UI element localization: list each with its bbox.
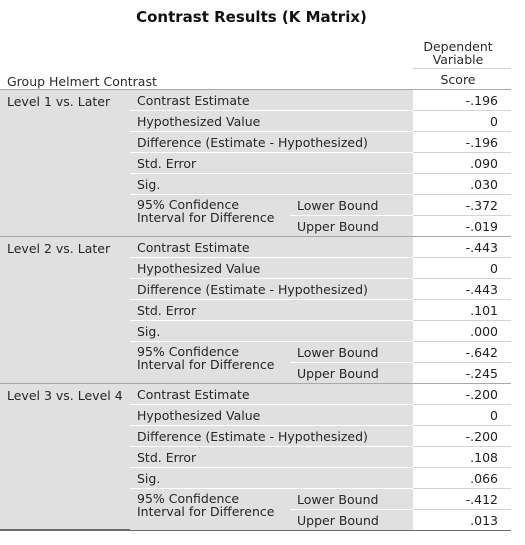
contrast-results-table: Level 1 vs. Later Contrast Estimate -.19…	[0, 90, 511, 531]
group-label: Level 2 vs. Later	[7, 241, 110, 256]
confidence-interval-label: 95% Confidence Interval for Difference	[137, 198, 274, 224]
stat-value: -.372	[413, 195, 511, 215]
sig-row: Sig. .000	[130, 321, 511, 342]
stat-value: .108	[413, 447, 511, 467]
contrast-group: Level 1 vs. Later Contrast Estimate -.19…	[0, 90, 511, 237]
std-error-row: Std. Error .108	[130, 447, 511, 468]
stat-label: Std. Error	[137, 450, 196, 465]
bound-label: Upper Bound	[297, 513, 379, 528]
std-error-row: Std. Error .090	[130, 153, 511, 174]
row-dimension-header: Group Helmert Contrast	[7, 74, 157, 89]
bound-label: Upper Bound	[297, 366, 379, 381]
bound-label: Upper Bound	[297, 219, 379, 234]
stat-value: -.200	[413, 384, 511, 404]
contrast-estimate-row: Contrast Estimate -.200	[130, 384, 511, 405]
lower-bound-row: Lower Bound -.642	[290, 342, 511, 363]
ci-label-line2: Interval for Difference	[137, 504, 274, 519]
difference-row: Difference (Estimate - Hypothesized) -.2…	[130, 426, 511, 447]
sig-row: Sig. .030	[130, 174, 511, 195]
stat-label: Sig.	[137, 471, 160, 486]
stat-value: .000	[413, 321, 511, 341]
confidence-interval-label-cell: 95% Confidence Interval for Difference	[130, 342, 290, 383]
stat-label: Difference (Estimate - Hypothesized)	[137, 429, 368, 444]
confidence-interval-label: 95% Confidence Interval for Difference	[137, 492, 274, 518]
upper-bound-row: Upper Bound -.019	[290, 216, 511, 237]
contrast-group: Level 2 vs. Later Contrast Estimate -.44…	[0, 237, 511, 384]
group-label: Level 1 vs. Later	[7, 94, 110, 109]
stat-label: Contrast Estimate	[137, 240, 250, 255]
confidence-interval-label-cell: 95% Confidence Interval for Difference	[130, 195, 290, 236]
difference-row: Difference (Estimate - Hypothesized) -.1…	[130, 132, 511, 153]
stat-value: -.443	[413, 237, 511, 257]
stat-value: -.245	[413, 363, 511, 383]
stat-value: -.200	[413, 426, 511, 446]
stat-label: Sig.	[137, 324, 160, 339]
stat-value: 0	[413, 111, 511, 131]
stat-label: Hypothesized Value	[137, 114, 260, 129]
stat-value: .066	[413, 468, 511, 488]
bound-label: Lower Bound	[297, 492, 378, 507]
stat-label: Hypothesized Value	[137, 261, 260, 276]
header-divider	[413, 68, 511, 69]
stat-value: .101	[413, 300, 511, 320]
confidence-interval-label-cell: 95% Confidence Interval for Difference	[130, 489, 290, 530]
stat-value: .013	[413, 510, 511, 530]
stat-label: Difference (Estimate - Hypothesized)	[137, 135, 368, 150]
ci-label-line2: Interval for Difference	[137, 210, 274, 225]
stat-label: Difference (Estimate - Hypothesized)	[137, 282, 368, 297]
stat-value: -.443	[413, 279, 511, 299]
stat-label: Sig.	[137, 177, 160, 192]
group-label-cell	[0, 384, 130, 529]
stat-value: .030	[413, 174, 511, 194]
stat-value: -.196	[413, 132, 511, 152]
hypothesized-value-row: Hypothesized Value 0	[130, 405, 511, 426]
std-error-row: Std. Error .101	[130, 300, 511, 321]
sig-row: Sig. .066	[130, 468, 511, 489]
stat-label: Std. Error	[137, 156, 196, 171]
lower-bound-row: Lower Bound -.412	[290, 489, 511, 510]
stat-label: Contrast Estimate	[137, 387, 250, 402]
score-header: Score	[413, 72, 503, 87]
contrast-estimate-row: Contrast Estimate -.196	[130, 90, 511, 111]
stat-value: -.196	[413, 90, 511, 110]
table-title: Contrast Results (K Matrix)	[0, 8, 503, 26]
stat-value: -.642	[413, 342, 511, 362]
stat-value: 0	[413, 258, 511, 278]
contrast-group: Level 3 vs. Level 4 Contrast Estimate -.…	[0, 384, 511, 531]
stat-value: .090	[413, 153, 511, 173]
confidence-interval-label: 95% Confidence Interval for Difference	[137, 345, 274, 371]
lower-bound-row: Lower Bound -.372	[290, 195, 511, 216]
stat-label: Std. Error	[137, 303, 196, 318]
ci-label-line2: Interval for Difference	[137, 357, 274, 372]
bound-label: Lower Bound	[297, 345, 378, 360]
contrast-estimate-row: Contrast Estimate -.443	[130, 237, 511, 258]
stat-label: Contrast Estimate	[137, 93, 250, 108]
dependent-variable-header: Dependent Variable	[413, 40, 503, 66]
stat-value: -.412	[413, 489, 511, 509]
group-label-cell	[0, 237, 130, 383]
stat-value: 0	[413, 405, 511, 425]
stat-value: -.019	[413, 216, 511, 236]
bound-label: Lower Bound	[297, 198, 378, 213]
hypothesized-value-row: Hypothesized Value 0	[130, 111, 511, 132]
upper-bound-row: Upper Bound .013	[290, 510, 511, 531]
group-label: Level 3 vs. Level 4	[7, 388, 123, 403]
group-label-cell	[0, 90, 130, 236]
upper-bound-row: Upper Bound -.245	[290, 363, 511, 384]
hypothesized-value-row: Hypothesized Value 0	[130, 258, 511, 279]
stat-label: Hypothesized Value	[137, 408, 260, 423]
difference-row: Difference (Estimate - Hypothesized) -.4…	[130, 279, 511, 300]
dependent-variable-label: Dependent Variable	[423, 39, 492, 67]
